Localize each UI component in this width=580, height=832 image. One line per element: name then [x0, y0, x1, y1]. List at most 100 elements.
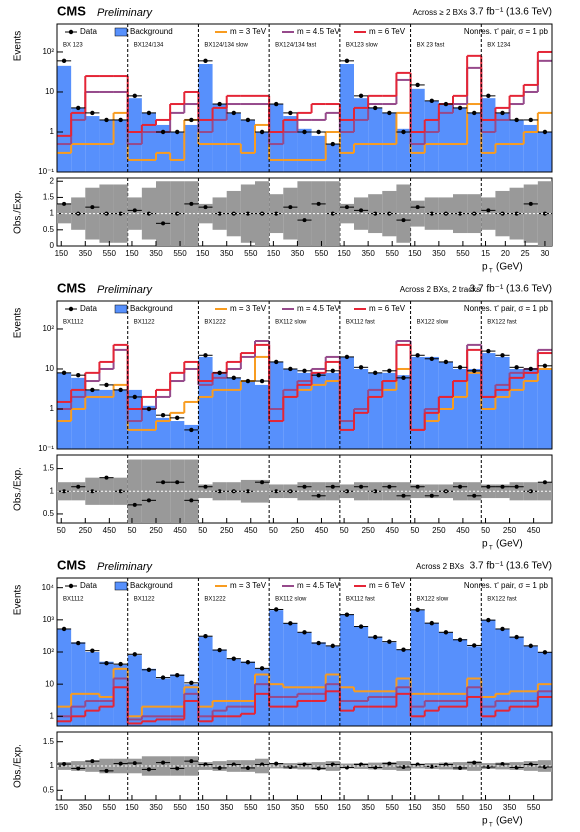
- data-point: [259, 378, 265, 384]
- ratio-point: [458, 765, 463, 770]
- data-point: [344, 354, 350, 360]
- x-tick-label: 550: [103, 803, 117, 812]
- ratio-point: [302, 218, 307, 223]
- data-point: [175, 415, 180, 421]
- ratio-point: [245, 765, 250, 770]
- data-point: [457, 105, 463, 111]
- data-point: [231, 656, 236, 661]
- x-tick-label: 250: [432, 526, 446, 535]
- ratio-y-tick-label: 1.5: [43, 193, 55, 202]
- x-tick-label: 50: [198, 526, 207, 535]
- annotation: Across 2 BXs: [416, 562, 464, 571]
- background-bin: [537, 131, 552, 172]
- ratio-point: [401, 493, 406, 498]
- y-tick-label: 10²: [42, 47, 54, 56]
- ratio-y-tick-label: 0.5: [43, 225, 55, 234]
- ratio-point: [514, 484, 519, 489]
- ratio-point: [458, 484, 463, 489]
- ratio-point: [132, 761, 137, 766]
- background-bin: [424, 100, 439, 172]
- background-bin: [396, 375, 411, 449]
- data-point: [514, 117, 519, 123]
- legend-symbol: [68, 29, 74, 35]
- data-point: [189, 427, 194, 433]
- ratio-uncertainty: [424, 484, 439, 499]
- x-tick-label: 350: [503, 803, 517, 812]
- ratio-point: [245, 489, 250, 494]
- cms-label: CMS: [57, 280, 86, 295]
- ratio-point: [401, 218, 406, 223]
- ratio-point: [316, 766, 321, 771]
- background-bin: [509, 368, 524, 449]
- lumi-label: 3.7 fb⁻¹ (13.6 TeV): [470, 284, 552, 295]
- background-bin: [339, 356, 354, 449]
- background-bin: [269, 610, 284, 726]
- data-point: [443, 101, 449, 107]
- ratio-point: [132, 208, 137, 213]
- y-tick-label: 10²: [42, 324, 54, 333]
- region-label: BX112 slow: [275, 320, 307, 326]
- preliminary-label: Preliminary: [97, 7, 154, 19]
- data-point: [472, 110, 477, 116]
- data-point: [132, 93, 137, 99]
- data-point: [259, 129, 265, 135]
- preliminary-label: Preliminary: [97, 284, 154, 296]
- background-bin: [311, 642, 326, 726]
- background-bin: [410, 610, 425, 726]
- ratio-point: [118, 761, 123, 766]
- cms-label: CMS: [57, 3, 86, 18]
- data-point: [514, 365, 519, 370]
- data-point: [302, 630, 307, 635]
- background-bin: [184, 684, 199, 726]
- y-tick-label: 1: [50, 711, 55, 720]
- background-bin: [410, 88, 425, 172]
- background-bin: [339, 64, 354, 172]
- x-tick-label: 350: [361, 249, 375, 258]
- x-tick-label: 250: [220, 526, 234, 535]
- x-axis-label-unit: (GeV): [496, 539, 523, 550]
- ratio-uncertainty: [184, 459, 199, 523]
- x-tick-label: 50: [269, 526, 278, 535]
- ratio-uncertainty: [85, 187, 100, 240]
- region-label: BX123 slow: [346, 43, 378, 49]
- background-bin: [255, 668, 270, 726]
- ratio-point: [458, 211, 463, 216]
- ratio-point: [316, 201, 321, 206]
- x-tick-label: 550: [315, 249, 329, 258]
- legend-label: m = 4.5 TeV: [297, 581, 340, 590]
- ratio-point: [217, 765, 222, 770]
- x-tick-label: 350: [149, 803, 163, 812]
- background-bin: [127, 655, 142, 726]
- data-point: [528, 117, 533, 123]
- data-point: [132, 652, 137, 657]
- region-label: BX 23 fast: [417, 43, 445, 49]
- y-tick-label: 10: [45, 87, 54, 96]
- background-bin: [495, 112, 510, 172]
- background-bin: [99, 661, 114, 726]
- background-bin: [226, 112, 241, 172]
- data-point: [528, 366, 533, 372]
- ratio-point: [90, 205, 95, 210]
- data-point: [61, 370, 67, 376]
- background-bin: [453, 368, 468, 449]
- x-axis-label: p: [482, 539, 488, 550]
- annotation: Across ≥ 2 BXs: [413, 8, 468, 17]
- x-tick-label: 450: [173, 526, 187, 535]
- legend-label: Background: [130, 581, 173, 590]
- ratio-point: [429, 493, 434, 498]
- x-tick-label: 550: [456, 249, 470, 258]
- legend-symbol: [114, 27, 128, 37]
- ratio-point: [104, 475, 109, 480]
- ratio-y-axis-label: Obs./Exp.: [13, 744, 24, 788]
- region-label: BX122 fast: [487, 597, 517, 603]
- lumi-label: 3.7 fb⁻¹ (13.6 TeV): [470, 7, 552, 18]
- background-bin: [240, 661, 255, 726]
- data-point: [415, 353, 420, 358]
- data-point: [302, 368, 307, 374]
- background-bin: [495, 356, 510, 449]
- background-bin: [537, 368, 552, 449]
- x-axis-label-sub: T: [489, 823, 493, 829]
- data-point: [500, 626, 505, 632]
- ratio-uncertainty: [184, 181, 199, 246]
- ratio-point: [514, 211, 519, 216]
